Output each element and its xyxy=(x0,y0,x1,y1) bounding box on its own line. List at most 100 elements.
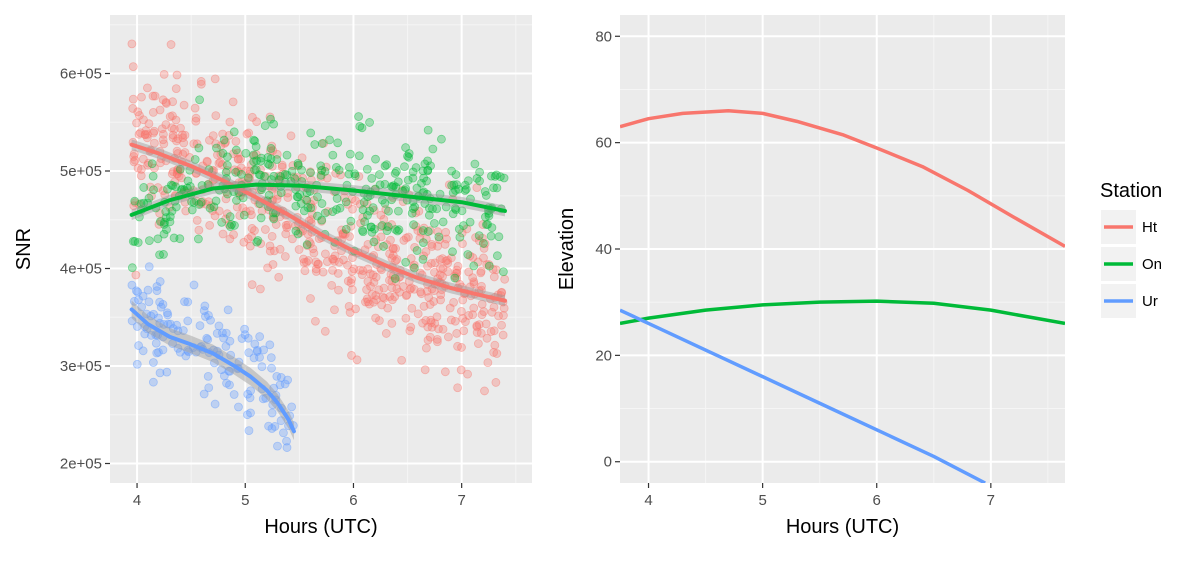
data-point xyxy=(252,345,262,355)
data-point xyxy=(256,170,265,180)
data-point xyxy=(328,254,337,264)
data-point xyxy=(489,326,499,336)
data-point xyxy=(168,133,178,143)
data-point xyxy=(488,264,498,274)
data-point xyxy=(246,210,256,220)
data-point xyxy=(390,169,400,178)
legend-label-on: On xyxy=(1142,256,1162,273)
data-point xyxy=(359,197,369,207)
data-point xyxy=(394,225,404,235)
data-point xyxy=(215,157,225,167)
data-point xyxy=(149,185,158,195)
data-point xyxy=(468,253,478,262)
data-point xyxy=(472,321,482,331)
data-point xyxy=(319,138,329,148)
data-point xyxy=(425,332,435,342)
data-point xyxy=(382,240,392,250)
data-point xyxy=(180,297,189,307)
data-point xyxy=(250,165,259,175)
data-point xyxy=(140,329,150,339)
data-point xyxy=(415,234,425,243)
data-point xyxy=(351,304,360,314)
data-point xyxy=(230,165,239,175)
data-point xyxy=(298,173,308,183)
data-point xyxy=(385,249,395,259)
data-point xyxy=(267,424,277,433)
y-tick-label: 80 xyxy=(595,28,612,45)
data-point xyxy=(497,287,507,297)
data-point xyxy=(243,389,253,399)
data-point xyxy=(180,197,190,207)
data-point xyxy=(316,161,326,171)
data-point xyxy=(447,181,457,190)
data-point xyxy=(137,92,146,102)
data-point xyxy=(458,313,468,323)
data-point xyxy=(232,202,242,212)
data-point xyxy=(244,426,254,436)
data-point xyxy=(441,227,451,237)
data-point xyxy=(382,160,392,170)
data-point xyxy=(403,151,412,161)
data-point xyxy=(423,261,432,271)
data-point xyxy=(134,295,143,305)
data-point xyxy=(320,326,330,336)
data-point xyxy=(492,183,502,193)
data-point xyxy=(148,377,158,387)
data-point xyxy=(310,140,320,149)
data-point xyxy=(376,210,386,220)
data-point xyxy=(452,180,462,190)
data-point xyxy=(174,171,184,181)
data-point xyxy=(380,198,390,208)
data-point xyxy=(228,97,238,107)
data-point xyxy=(208,131,218,140)
data-point xyxy=(155,318,165,328)
data-point xyxy=(316,172,326,182)
data-point xyxy=(132,322,142,331)
data-point xyxy=(255,332,265,341)
data-point xyxy=(163,310,173,320)
data-point xyxy=(267,231,277,241)
data-point xyxy=(313,259,323,269)
data-point xyxy=(426,258,436,268)
data-point xyxy=(154,313,163,323)
y-tick-label: 4e+05 xyxy=(60,261,102,278)
data-point xyxy=(264,190,274,200)
data-point xyxy=(218,328,227,338)
data-point xyxy=(345,232,354,241)
data-point xyxy=(309,196,319,205)
data-point xyxy=(194,200,204,209)
data-point xyxy=(443,255,452,265)
data-point xyxy=(221,328,231,338)
data-point xyxy=(450,273,460,283)
data-point xyxy=(386,235,395,245)
data-point xyxy=(247,112,257,122)
data-point xyxy=(489,272,499,282)
data-point xyxy=(162,99,171,108)
data-point xyxy=(155,277,165,286)
data-point xyxy=(473,257,483,267)
data-point xyxy=(237,334,247,343)
data-point xyxy=(403,232,413,242)
data-point xyxy=(321,162,331,172)
data-point xyxy=(176,123,185,133)
data-point xyxy=(195,321,205,331)
data-point xyxy=(144,119,154,129)
data-point xyxy=(267,141,277,151)
data-point xyxy=(158,345,168,355)
data-point xyxy=(221,342,231,351)
data-point xyxy=(373,242,383,252)
data-point xyxy=(347,351,356,360)
data-point xyxy=(251,142,261,151)
data-point xyxy=(254,170,264,179)
data-point xyxy=(387,276,397,286)
data-point xyxy=(230,221,239,230)
data-point xyxy=(452,265,462,275)
data-point xyxy=(158,299,168,309)
data-point xyxy=(379,283,389,293)
data-point xyxy=(440,239,450,249)
data-point xyxy=(210,211,220,221)
data-point xyxy=(369,237,379,247)
data-point xyxy=(427,239,437,249)
data-point xyxy=(350,171,360,181)
data-point xyxy=(322,257,332,267)
